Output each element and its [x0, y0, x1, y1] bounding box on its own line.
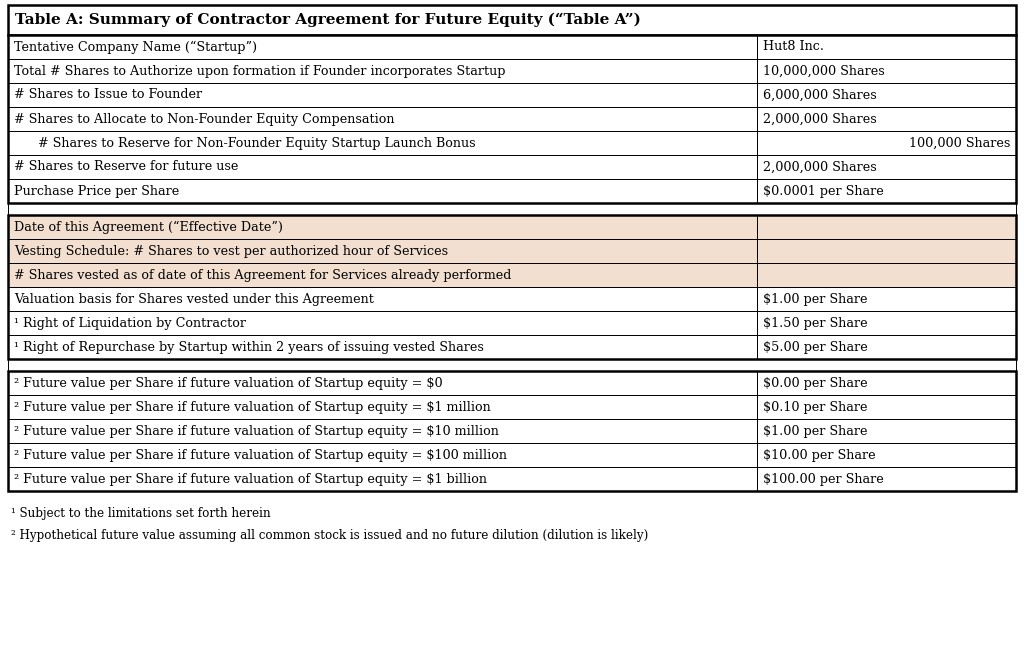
- Bar: [8, 107, 757, 131]
- Text: $0.10 per Share: $0.10 per Share: [763, 400, 867, 414]
- Bar: [8, 359, 1016, 371]
- Text: $0.0001 per Share: $0.0001 per Share: [763, 184, 884, 198]
- Bar: [8, 371, 1016, 491]
- Bar: [757, 371, 1016, 395]
- Text: $1.00 per Share: $1.00 per Share: [763, 424, 867, 438]
- Text: $5.00 per Share: $5.00 per Share: [763, 340, 867, 354]
- Bar: [8, 215, 757, 239]
- Text: Valuation basis for Shares vested under this Agreement: Valuation basis for Shares vested under …: [14, 293, 374, 305]
- Text: Total # Shares to Authorize upon formation if Founder incorporates Startup: Total # Shares to Authorize upon formati…: [14, 65, 506, 78]
- Text: ² Future value per Share if future valuation of Startup equity = $10 million: ² Future value per Share if future valua…: [14, 424, 499, 438]
- Text: $100.00 per Share: $100.00 per Share: [763, 473, 884, 485]
- Text: # Shares to Reserve for future use: # Shares to Reserve for future use: [14, 160, 239, 174]
- Text: ¹ Subject to the limitations set forth herein: ¹ Subject to the limitations set forth h…: [11, 507, 270, 520]
- Text: # Shares vested as of date of this Agreement for Services already performed: # Shares vested as of date of this Agree…: [14, 269, 511, 281]
- Bar: [8, 155, 757, 179]
- Bar: [757, 395, 1016, 419]
- Text: 2,000,000 Shares: 2,000,000 Shares: [763, 112, 877, 126]
- Bar: [8, 5, 1016, 35]
- Bar: [757, 83, 1016, 107]
- Text: $1.50 per Share: $1.50 per Share: [763, 317, 867, 329]
- Bar: [757, 107, 1016, 131]
- Text: 6,000,000 Shares: 6,000,000 Shares: [763, 88, 877, 102]
- Text: Hut8 Inc.: Hut8 Inc.: [763, 41, 824, 53]
- Bar: [757, 59, 1016, 83]
- Bar: [8, 179, 757, 203]
- Text: $0.00 per Share: $0.00 per Share: [763, 376, 867, 390]
- Text: ² Future value per Share if future valuation of Startup equity = $100 million: ² Future value per Share if future valua…: [14, 448, 507, 462]
- Bar: [757, 443, 1016, 467]
- Bar: [757, 179, 1016, 203]
- Text: # Shares to Allocate to Non-Founder Equity Compensation: # Shares to Allocate to Non-Founder Equi…: [14, 112, 394, 126]
- Bar: [8, 419, 757, 443]
- Text: ¹ Right of Repurchase by Startup within 2 years of issuing vested Shares: ¹ Right of Repurchase by Startup within …: [14, 340, 484, 354]
- Text: ² Future value per Share if future valuation of Startup equity = $1 billion: ² Future value per Share if future valua…: [14, 473, 487, 485]
- Text: 100,000 Shares: 100,000 Shares: [908, 136, 1010, 150]
- Text: # Shares to Reserve for Non-Founder Equity Startup Launch Bonus: # Shares to Reserve for Non-Founder Equi…: [38, 136, 475, 150]
- Text: # Shares to Issue to Founder: # Shares to Issue to Founder: [14, 88, 202, 102]
- Bar: [8, 395, 757, 419]
- Bar: [8, 443, 757, 467]
- Bar: [757, 263, 1016, 287]
- Bar: [757, 419, 1016, 443]
- Bar: [8, 239, 757, 263]
- Bar: [8, 371, 757, 395]
- Bar: [757, 239, 1016, 263]
- Bar: [8, 35, 757, 59]
- Text: Tentative Company Name (“Startup”): Tentative Company Name (“Startup”): [14, 41, 257, 54]
- Bar: [8, 335, 757, 359]
- Bar: [757, 311, 1016, 335]
- Bar: [8, 35, 1016, 203]
- Bar: [757, 467, 1016, 491]
- Bar: [757, 155, 1016, 179]
- Bar: [8, 287, 757, 311]
- Text: Vesting Schedule: # Shares to vest per authorized hour of Services: Vesting Schedule: # Shares to vest per a…: [14, 245, 449, 257]
- Bar: [757, 131, 1016, 155]
- Text: ² Future value per Share if future valuation of Startup equity = $1 million: ² Future value per Share if future valua…: [14, 400, 490, 414]
- Text: Table A: Summary of Contractor Agreement for Future Equity (“Table A”): Table A: Summary of Contractor Agreement…: [15, 13, 641, 27]
- Bar: [757, 215, 1016, 239]
- Bar: [8, 83, 757, 107]
- Text: Purchase Price per Share: Purchase Price per Share: [14, 184, 179, 198]
- Text: $1.00 per Share: $1.00 per Share: [763, 293, 867, 305]
- Text: ² Hypothetical future value assuming all common stock is issued and no future di: ² Hypothetical future value assuming all…: [11, 529, 648, 542]
- Bar: [757, 335, 1016, 359]
- Text: ¹ Right of Liquidation by Contractor: ¹ Right of Liquidation by Contractor: [14, 317, 246, 329]
- Text: 2,000,000 Shares: 2,000,000 Shares: [763, 160, 877, 174]
- Bar: [8, 467, 757, 491]
- Text: ² Future value per Share if future valuation of Startup equity = $0: ² Future value per Share if future valua…: [14, 376, 442, 390]
- Text: $10.00 per Share: $10.00 per Share: [763, 448, 876, 462]
- Bar: [757, 35, 1016, 59]
- Bar: [757, 287, 1016, 311]
- Bar: [8, 263, 757, 287]
- Bar: [8, 59, 757, 83]
- Text: 10,000,000 Shares: 10,000,000 Shares: [763, 65, 885, 78]
- Bar: [8, 215, 1016, 359]
- Bar: [8, 311, 757, 335]
- Bar: [8, 203, 1016, 215]
- Bar: [8, 131, 757, 155]
- Text: Date of this Agreement (“Effective Date”): Date of this Agreement (“Effective Date”…: [14, 220, 283, 233]
